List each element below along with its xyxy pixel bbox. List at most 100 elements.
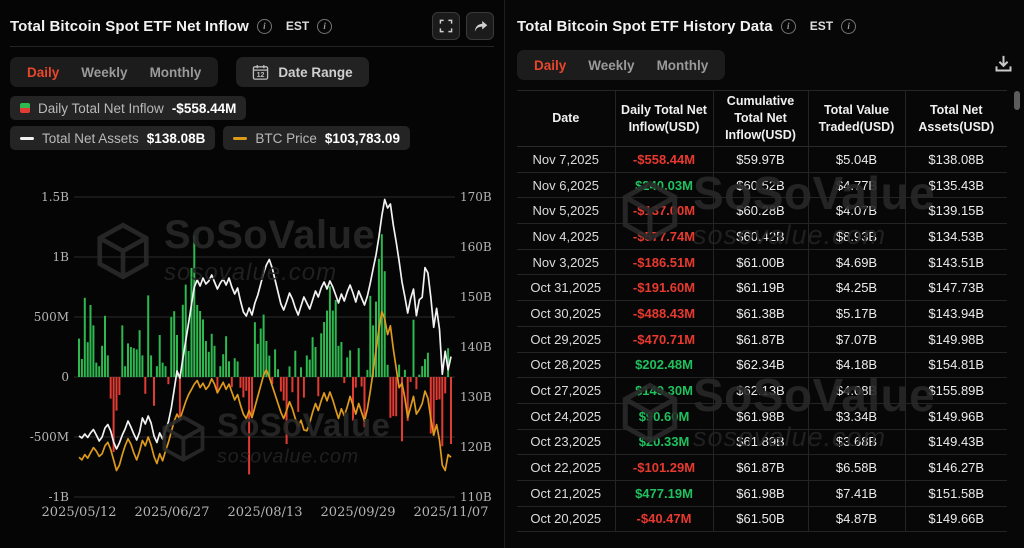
table-row: Nov 4,2025 -$577.74M $60.42B $8.93B $134.53B <box>517 223 1007 250</box>
tab-daily[interactable]: Daily <box>16 57 70 87</box>
tab-monthly[interactable]: Monthly <box>646 50 720 80</box>
calendar-icon: 12 <box>253 64 269 80</box>
assets-cell: $139.15B <box>904 197 1007 224</box>
tab-weekly[interactable]: Weekly <box>70 57 138 87</box>
cumulative-cell: $61.00B <box>712 249 808 275</box>
info-icon[interactable] <box>780 18 796 34</box>
inflow-bars <box>78 234 452 475</box>
inflow-cell: $149.30M <box>614 377 713 404</box>
svg-text:160B: 160B <box>460 240 492 254</box>
etf-combo-chart: 1.5B 1B 500M 0 -500M -1B 170B 160B 150B 140B 130B 1… <box>8 187 494 526</box>
traded-cell: $3.34B <box>807 403 905 430</box>
col-daily-inflow: Daily Total Net Inflow(USD) <box>614 90 713 147</box>
inflow-cell: -$137.00M <box>614 197 713 224</box>
date-cell: Oct 29,2025 <box>530 331 602 347</box>
chart-legend: Daily Total Net Inflow -$558.44M Total N… <box>10 96 494 150</box>
fullscreen-icon <box>439 19 453 33</box>
table-row: Nov 7,2025 -$558.44M $59.97B $5.04B $138.08B <box>517 146 1007 173</box>
date-cell: Oct 31,2025 <box>530 280 602 296</box>
assets-cell: $155.89B <box>904 377 1007 404</box>
inflow-cell: $90.60M <box>614 403 713 430</box>
svg-text:-1B: -1B <box>48 490 69 504</box>
svg-text:130B: 130B <box>460 390 492 404</box>
info-icon[interactable] <box>256 18 272 34</box>
page-title: Total Bitcoin Spot ETF Net Inflow <box>10 17 249 35</box>
share-button[interactable] <box>466 12 494 40</box>
btc-line-chip <box>233 136 248 140</box>
svg-text:500M: 500M <box>34 310 69 324</box>
history-title: Total Bitcoin Spot ETF History Data <box>517 17 773 35</box>
svg-text:170B: 170B <box>460 190 492 204</box>
date-range-button[interactable]: 12 Date Range <box>236 57 369 87</box>
date-cell: Oct 30,2025 <box>530 305 602 321</box>
table-row: Oct 20,2025 -$40.47M $61.50B $4.87B $149.66B <box>517 506 1007 532</box>
cumulative-cell: $60.28B <box>712 197 808 224</box>
inflow-cell: $477.19M <box>614 480 713 507</box>
tab-monthly[interactable]: Monthly <box>139 57 213 87</box>
assets-cell: $143.94B <box>904 300 1007 327</box>
assets-cell: $147.73B <box>904 274 1007 301</box>
assets-cell: $154.81B <box>904 352 1007 378</box>
bar-series-chip <box>20 103 30 113</box>
est-info-icon[interactable] <box>317 18 333 34</box>
assets-cell: $135.43B <box>904 172 1007 198</box>
traded-cell: $4.77B <box>807 172 905 198</box>
col-date: Date <box>552 111 580 126</box>
assets-cell: $134.53B <box>904 223 1007 250</box>
table-row: Oct 30,2025 -$488.43M $61.38B $5.17B $143.94… <box>517 300 1007 327</box>
cumulative-cell: $61.50B <box>712 506 808 532</box>
date-cell: Nov 4,2025 <box>532 228 600 244</box>
fullscreen-button[interactable] <box>432 12 460 40</box>
download-icon <box>995 55 1012 72</box>
traded-cell: $5.04B <box>807 146 905 173</box>
header-divider <box>10 46 494 47</box>
svg-text:12: 12 <box>257 71 265 79</box>
tab-weekly[interactable]: Weekly <box>577 50 645 80</box>
net-inflow-header: Total Bitcoin Spot ETF Net Inflow EST <box>10 0 494 40</box>
tab-daily[interactable]: Daily <box>523 50 577 80</box>
inflow-cell: $20.33M <box>614 429 713 455</box>
cumulative-cell: $60.42B <box>712 223 808 250</box>
inflow-cell: -$40.47M <box>614 506 713 532</box>
svg-text:140B: 140B <box>460 340 492 354</box>
svg-text:2025/11/07: 2025/11/07 <box>414 505 489 520</box>
col-net-assets: Total Net Assets(USD) <box>904 90 1007 147</box>
share-icon <box>474 20 487 32</box>
download-button[interactable] <box>993 53 1014 77</box>
est-info-icon[interactable] <box>841 18 857 34</box>
table-scrollbar-thumb[interactable] <box>1014 91 1020 110</box>
inflow-cell: -$558.44M <box>614 146 713 173</box>
net-inflow-panel: Total Bitcoin Spot ETF Net Inflow EST <box>0 0 504 548</box>
col-cumulative-inflow: Cumulative Total Net Inflow(USD) <box>712 90 808 147</box>
date-cell: Nov 3,2025 <box>532 254 600 270</box>
inflow-cell: -$101.29M <box>614 454 713 481</box>
cumulative-cell: $61.38B <box>712 300 808 327</box>
date-cell: Oct 21,2025 <box>530 485 602 501</box>
table-row: Oct 24,2025 $90.60M $61.98B $3.34B $149.96B <box>517 403 1007 430</box>
legend-item-net-assets[interactable]: Total Net Assets $138.08B <box>10 126 216 150</box>
legend-item-btc-price[interactable]: BTC Price $103,783.09 <box>223 126 410 150</box>
table-row: Oct 28,2025 $202.48M $62.34B $4.18B $154.81B <box>517 352 1007 378</box>
date-cell: Oct 22,2025 <box>530 460 602 476</box>
assets-cell: $149.98B <box>904 326 1007 352</box>
cumulative-cell: $61.98B <box>712 403 808 430</box>
table-row: Oct 21,2025 $477.19M $61.98B $7.41B $151.58B <box>517 480 1007 507</box>
history-table-wrap: Date Daily Total Net Inflow(USD) Cumulat… <box>517 90 1020 532</box>
period-tabs: Daily Weekly Monthly <box>517 50 726 80</box>
assets-cell: $149.66B <box>904 506 1007 532</box>
table-row: Nov 3,2025 -$186.51M $61.00B $4.69B $143.51B <box>517 249 1007 275</box>
date-cell: Oct 23,2025 <box>530 434 602 450</box>
btc-price-line <box>78 310 452 472</box>
traded-cell: $8.93B <box>807 223 905 250</box>
svg-text:120B: 120B <box>460 440 492 454</box>
date-cell: Oct 27,2025 <box>530 383 602 399</box>
inflow-cell: -$577.74M <box>614 223 713 250</box>
traded-cell: $4.07B <box>807 197 905 224</box>
table-row: Oct 31,2025 -$191.60M $61.19B $4.25B $147.73… <box>517 274 1007 301</box>
est-label: EST <box>809 19 834 33</box>
traded-cell: $5.17B <box>807 300 905 327</box>
cumulative-cell: $61.87B <box>712 326 808 352</box>
legend-item-net-inflow[interactable]: Daily Total Net Inflow -$558.44M <box>10 96 247 120</box>
traded-cell: $3.68B <box>807 429 905 455</box>
